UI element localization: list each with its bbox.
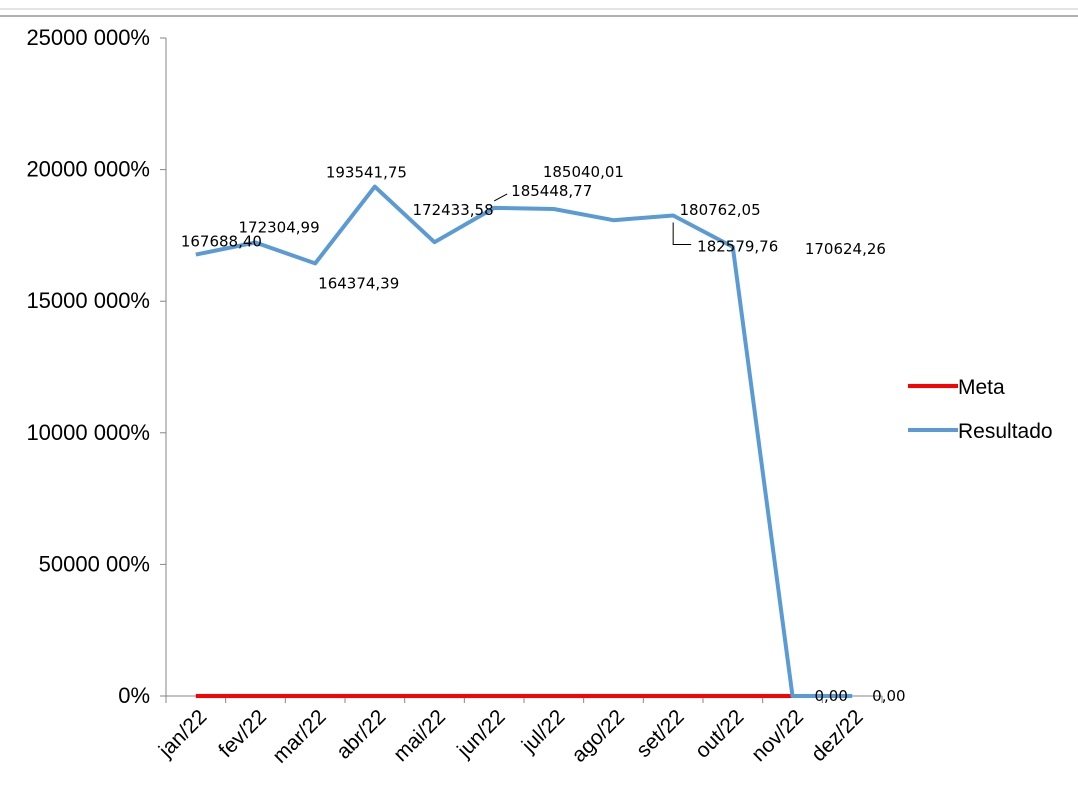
data-label-leader — [493, 193, 508, 202]
data-label: 170624,26 — [805, 240, 886, 258]
data-label: 180762,05 — [680, 201, 761, 219]
data-label: 0,00 — [872, 687, 905, 705]
y-tick-label: 20000 000% — [26, 157, 150, 182]
data-label: 164374,39 — [318, 274, 399, 292]
y-tick-label: 10000 000% — [26, 420, 150, 445]
x-tick-label: jul/22 — [517, 705, 569, 757]
x-tick-label: jun/22 — [452, 705, 509, 762]
y-tick-label: 25000 000% — [26, 25, 150, 50]
data-label: 193541,75 — [326, 164, 407, 182]
data-label: 0,00 — [815, 687, 848, 705]
y-axis: 0% 50000 00% 10000 000% 15000 000% 20000 000… — [26, 25, 167, 708]
x-tick-label: ago/22 — [567, 705, 629, 767]
x-tick-label: set/22 — [632, 705, 689, 762]
data-label: 167688,40 — [181, 233, 262, 251]
x-tick-label: jan/22 — [154, 705, 211, 762]
x-tick-label: abr/22 — [332, 705, 390, 763]
legend: Meta Resultado — [908, 376, 1053, 443]
data-label: 172304,99 — [239, 218, 320, 236]
x-tick-label: fev/22 — [214, 705, 271, 762]
legend-label-meta: Meta — [958, 376, 1005, 399]
x-tick-label: out/22 — [691, 705, 749, 763]
series-line-resultado — [195, 184, 853, 698]
y-tick-label: 0% — [118, 683, 150, 708]
data-label: 172433,58 — [413, 201, 494, 219]
x-tick-label: dez/22 — [807, 705, 868, 766]
series-layer — [195, 184, 853, 698]
x-tick-label: mar/22 — [268, 705, 330, 767]
x-tick-label: mai/22 — [389, 705, 450, 766]
data-label: 185448,77 — [511, 182, 592, 200]
data-label: 185040,01 — [543, 163, 624, 181]
data-label-leader — [672, 222, 692, 245]
x-tick-label: nov/22 — [747, 705, 808, 766]
legend-label-resultado: Resultado — [958, 420, 1053, 443]
data-label: 182579,76 — [697, 237, 778, 255]
y-tick-label: 15000 000% — [26, 288, 150, 313]
y-tick-label: 50000 00% — [39, 551, 150, 576]
